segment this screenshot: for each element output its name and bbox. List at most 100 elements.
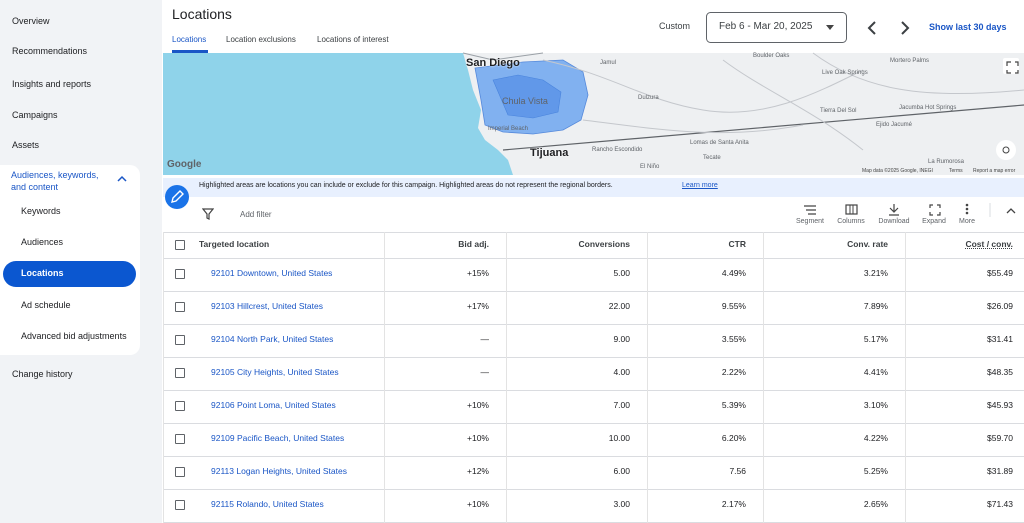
checkbox[interactable] bbox=[175, 240, 185, 250]
location-link[interactable]: 92101 Downtown, United States bbox=[211, 268, 333, 278]
add-filter[interactable]: Add filter bbox=[240, 210, 272, 219]
map-report[interactable]: Report a map error bbox=[973, 168, 1016, 174]
table-cell: 2.22% bbox=[721, 367, 746, 377]
nav-item[interactable]: Overview bbox=[12, 16, 50, 26]
map-terms[interactable]: Terms bbox=[949, 168, 963, 174]
table-cell: 6.20% bbox=[721, 433, 746, 443]
checkbox[interactable] bbox=[175, 368, 185, 378]
toolbar-action[interactable]: Segment bbox=[795, 218, 825, 225]
map-logo: Google bbox=[167, 159, 202, 170]
map-label: Mortero Palms bbox=[890, 58, 930, 64]
filter-icon[interactable] bbox=[202, 208, 214, 220]
nav-subitem[interactable]: Locations bbox=[21, 268, 64, 278]
sidebar bbox=[0, 0, 162, 523]
checkbox[interactable] bbox=[175, 335, 185, 345]
nav-item[interactable]: Campaigns bbox=[12, 110, 58, 120]
table-cell: 7.00 bbox=[613, 400, 630, 410]
nav-group-title[interactable]: Audiences, keywords, and content bbox=[11, 170, 99, 192]
date-label: Custom bbox=[659, 21, 691, 31]
table-cell: 7.89% bbox=[863, 301, 888, 311]
table-cell: $26.09 bbox=[987, 301, 1013, 311]
nav-item[interactable]: Recommendations bbox=[12, 46, 88, 56]
tab[interactable]: Locations bbox=[172, 35, 207, 44]
map-label: Chula Vista bbox=[502, 95, 548, 106]
tab[interactable]: Location exclusions bbox=[226, 35, 296, 44]
table-cell: $48.35 bbox=[987, 367, 1013, 377]
location-link[interactable]: 92103 Hillcrest, United States bbox=[211, 301, 323, 311]
checkbox[interactable] bbox=[175, 269, 185, 279]
nav-item[interactable]: Insights and reports bbox=[12, 79, 92, 89]
table-cell: 6.00 bbox=[613, 466, 630, 476]
map-label: Tijuana bbox=[530, 146, 569, 159]
map-label: Tecate bbox=[703, 155, 721, 161]
toolbar-action[interactable]: Download bbox=[878, 218, 910, 225]
map-label: Ejido Jacumé bbox=[876, 122, 913, 128]
nav-item[interactable]: Change history bbox=[12, 369, 73, 379]
map-label: Lomas de Santa Anita bbox=[690, 140, 749, 146]
location-link[interactable]: 92113 Logan Heights, United States bbox=[211, 466, 347, 476]
column-header[interactable]: Cost / conv. bbox=[965, 239, 1013, 249]
checkbox[interactable] bbox=[175, 467, 185, 477]
column-header[interactable]: Conv. rate bbox=[847, 239, 888, 249]
location-link[interactable]: 92105 City Heights, United States bbox=[211, 367, 339, 377]
location-link[interactable]: 92104 North Park, United States bbox=[211, 334, 334, 344]
date-arrows[interactable] bbox=[866, 20, 914, 36]
table-cell: — bbox=[480, 334, 490, 344]
map-label: Rancho Escondido bbox=[592, 147, 643, 153]
row-border bbox=[163, 291, 1024, 292]
row-border bbox=[163, 489, 1024, 490]
tab[interactable]: Locations of interest bbox=[317, 35, 389, 44]
chevron-up[interactable] bbox=[117, 175, 127, 183]
table-cell: $31.41 bbox=[987, 334, 1013, 344]
map-label: Tierra Del Sol bbox=[820, 108, 857, 114]
toolbar-action[interactable]: Expand bbox=[922, 218, 946, 225]
map-label: Dulzura bbox=[638, 95, 659, 101]
table-cell: +12% bbox=[467, 466, 489, 476]
checkbox[interactable] bbox=[175, 434, 185, 444]
table-cell: $71.43 bbox=[987, 499, 1013, 509]
table-cell: 7.56 bbox=[729, 466, 746, 476]
notice-link[interactable]: Learn more bbox=[682, 182, 718, 189]
map-label: El Niño bbox=[640, 164, 660, 170]
table-cell: +15% bbox=[467, 268, 489, 278]
nav-subitem[interactable]: Ad schedule bbox=[21, 300, 71, 310]
column-header[interactable]: Bid adj. bbox=[458, 239, 489, 249]
table-cell: 9.55% bbox=[721, 301, 746, 311]
row-border bbox=[163, 258, 1024, 259]
location-link[interactable]: 92115 Rolando, United States bbox=[211, 499, 324, 509]
location-link[interactable]: 92109 Pacific Beach, United States bbox=[211, 433, 345, 443]
table-cell: 10.00 bbox=[608, 433, 630, 443]
column-border bbox=[763, 232, 764, 523]
column-header[interactable]: Conversions bbox=[578, 239, 631, 249]
nav-subitem[interactable]: Advanced bid adjustments bbox=[21, 331, 127, 341]
row-border bbox=[163, 390, 1024, 391]
table-cell: +10% bbox=[467, 433, 489, 443]
edit-button[interactable] bbox=[164, 184, 190, 210]
location-link[interactable]: 92106 Point Loma, United States bbox=[211, 400, 336, 410]
table-cell: 3.55% bbox=[721, 334, 746, 344]
sidebar-group bbox=[0, 165, 140, 355]
checkbox[interactable] bbox=[175, 302, 185, 312]
active-tab-indicator bbox=[172, 50, 208, 53]
table-cell: $31.89 bbox=[987, 466, 1013, 476]
nav-item[interactable]: Assets bbox=[12, 140, 40, 150]
toolbar-action[interactable]: Columns bbox=[837, 218, 865, 225]
column-border bbox=[163, 232, 164, 523]
selected-pill[interactable] bbox=[3, 261, 136, 287]
toolbar-action[interactable]: More bbox=[959, 218, 975, 225]
checkbox[interactable] bbox=[175, 500, 185, 510]
table-cell: 4.49% bbox=[721, 268, 746, 278]
nav-subitem[interactable]: Keywords bbox=[21, 206, 61, 216]
checkbox[interactable] bbox=[175, 401, 185, 411]
page-title: Locations bbox=[172, 6, 232, 22]
show-last[interactable]: Show last 30 days bbox=[929, 22, 1007, 32]
table-cell: +10% bbox=[467, 400, 489, 410]
nav-subitem[interactable]: Audiences bbox=[21, 237, 64, 247]
column-header[interactable]: CTR bbox=[728, 239, 746, 249]
date-picker[interactable] bbox=[706, 12, 847, 43]
column-border bbox=[506, 232, 507, 523]
row-border bbox=[163, 357, 1024, 358]
toolbar-icons bbox=[804, 203, 1016, 217]
date-range[interactable]: Feb 6 - Mar 20, 2025 bbox=[719, 21, 813, 32]
column-header[interactable]: Targeted location bbox=[199, 239, 270, 249]
